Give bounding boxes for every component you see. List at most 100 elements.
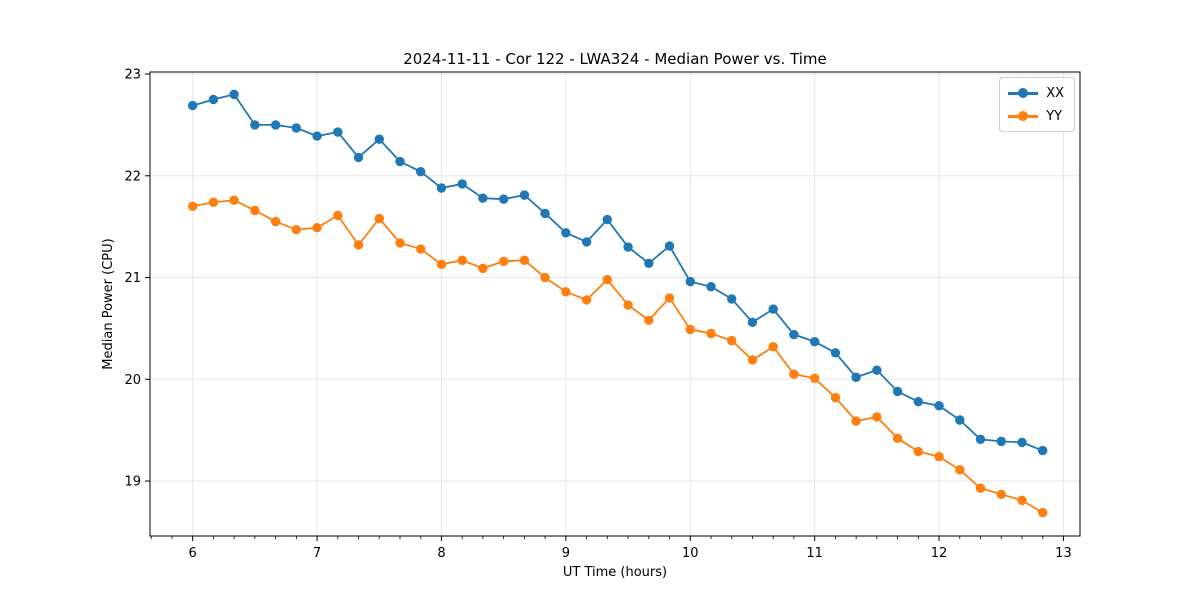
- series-yy-point: [187, 201, 198, 212]
- series-yy-point: [706, 328, 716, 339]
- series-xx-point: [415, 167, 426, 177]
- series-xx-point: [1017, 437, 1027, 448]
- series-xx-point: [519, 190, 530, 200]
- y-tick-label: 20: [124, 373, 141, 388]
- series-xx-point: [768, 304, 778, 314]
- series-xx-point: [498, 194, 509, 204]
- series-yy-point: [872, 412, 882, 422]
- series-xx-point: [664, 241, 675, 251]
- series-xx-point: [270, 120, 281, 130]
- series-xx-point: [250, 120, 260, 130]
- series-yy-point: [229, 195, 239, 205]
- series-xx-point: [851, 372, 861, 382]
- series-xx-point: [996, 436, 1006, 447]
- series-yy-point: [726, 335, 737, 346]
- series-yy-point: [768, 342, 778, 352]
- series-xx-point: [913, 396, 923, 407]
- series-yy-point: [789, 369, 799, 379]
- series-layer: [187, 89, 1048, 518]
- legend-item-yy: YY: [1008, 107, 1064, 125]
- yy-line-marker-icon: [1008, 110, 1039, 122]
- series-yy-point: [498, 256, 509, 266]
- y-axis-label: Median Power (CPU): [101, 238, 116, 369]
- x-tick-label: 7: [313, 546, 321, 561]
- x-tick-label: 9: [562, 546, 570, 561]
- series-yy-point: [747, 355, 758, 365]
- grid-layer: [150, 72, 1080, 536]
- series-yy-point: [395, 238, 405, 248]
- series-yy-point: [975, 483, 986, 493]
- series-yy-point: [809, 373, 820, 383]
- x-axis-label: UT Time (hours): [563, 565, 667, 580]
- series-yy-point: [830, 392, 841, 403]
- tick-label-layer: 6 7 8 9 10 11 12 13 19 20 21 22 23: [124, 68, 1071, 561]
- x-tick-label: 11: [806, 546, 823, 561]
- series-yy-point: [1017, 495, 1027, 506]
- x-tick-label: 6: [189, 546, 197, 561]
- series-yy-point: [312, 222, 322, 233]
- y-tick-label: 19: [124, 475, 141, 490]
- series-yy-point: [436, 259, 447, 270]
- series-xx-line: [192, 93, 1044, 452]
- series-yy-point: [561, 287, 571, 297]
- series-yy-point: [519, 255, 530, 265]
- y-tick-label: 23: [124, 68, 141, 83]
- series-xx-point: [685, 276, 695, 287]
- legend-label-xx: XX: [1046, 85, 1064, 101]
- series-xx-point: [1037, 445, 1048, 456]
- series-xx-point: [872, 365, 882, 375]
- series-yy-point: [851, 416, 861, 426]
- legend-item-xx: XX: [1008, 84, 1064, 102]
- xx-line-marker-icon: [1008, 87, 1039, 99]
- series-xx-point: [478, 193, 488, 203]
- legend-label-yy: YY: [1046, 108, 1063, 124]
- series-xx-point: [789, 329, 799, 340]
- chart-title: 2024-11-11 - Cor 122 - LWA324 - Median P…: [403, 50, 827, 68]
- series-yy-point: [208, 197, 219, 207]
- x-tick-label: 8: [437, 546, 445, 561]
- series-yy-point: [333, 210, 343, 221]
- series-xx-point: [726, 294, 737, 304]
- series-xx-point: [706, 282, 716, 292]
- x-tick-label: 13: [1055, 546, 1072, 561]
- series-yy-point: [602, 274, 612, 285]
- series-xx-point: [561, 228, 571, 238]
- series-yy-point: [291, 225, 301, 235]
- series-yy-point: [892, 433, 903, 444]
- series-xx-point: [602, 214, 612, 225]
- series-yy-point: [270, 216, 281, 227]
- series-yy-point: [540, 272, 550, 283]
- series-yy-point: [457, 255, 467, 265]
- series-xx-point: [830, 348, 841, 358]
- series-xx-point: [934, 401, 944, 411]
- series-yy-line: [192, 199, 1044, 514]
- series-xx-point: [208, 94, 219, 105]
- series-xx-point: [353, 152, 364, 163]
- series-yy-point: [353, 240, 364, 250]
- series-xx-point: [229, 89, 239, 100]
- series-xx-point: [333, 127, 343, 137]
- series-yy-point: [581, 295, 592, 305]
- series-xx-point: [955, 415, 965, 425]
- series-yy-point: [644, 315, 654, 325]
- series-xx-point: [892, 386, 903, 397]
- series-xx-point: [644, 258, 654, 268]
- series-yy-point: [374, 213, 384, 224]
- y-tick-label: 22: [124, 169, 141, 184]
- series-xx-point: [809, 336, 820, 347]
- series-yy-point: [250, 205, 260, 216]
- series-yy-point: [664, 293, 675, 303]
- series-xx-point: [747, 317, 758, 328]
- tick-layer: [145, 73, 1064, 541]
- y-tick-label: 21: [124, 271, 141, 286]
- series-yy-point: [996, 489, 1006, 499]
- series-yy-point: [934, 451, 944, 462]
- x-tick-label: 10: [682, 546, 699, 561]
- series-yy-point: [913, 446, 923, 457]
- series-xx-point: [187, 100, 198, 111]
- series-xx-point: [975, 434, 986, 445]
- series-yy-point: [623, 300, 633, 310]
- series-xx-point: [457, 179, 467, 189]
